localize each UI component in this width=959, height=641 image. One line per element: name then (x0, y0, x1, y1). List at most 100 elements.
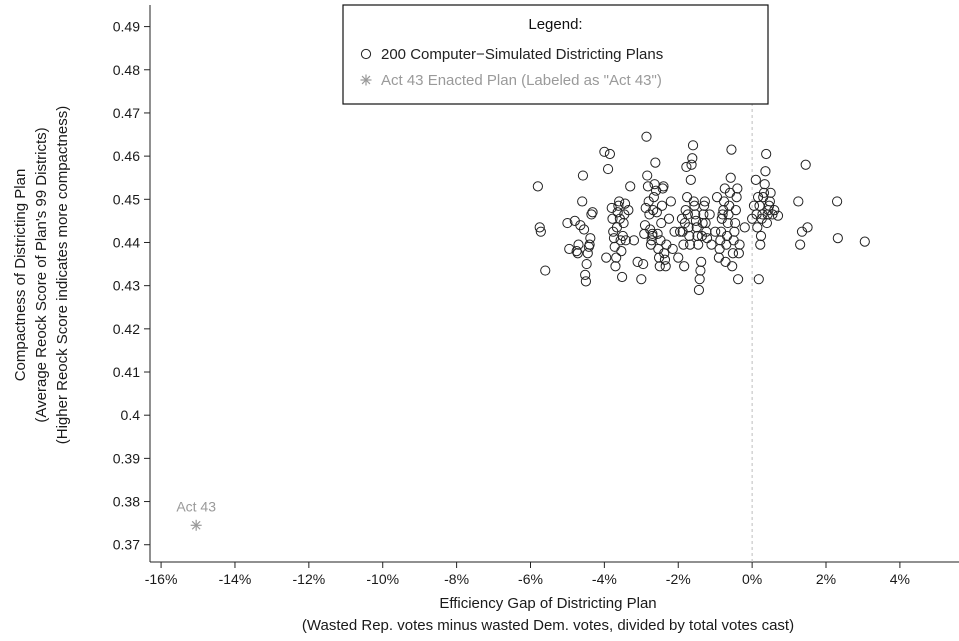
axes: 0.37 0.38 0.39 0.4 0.41 0.42 0.43 0.44 0.45 0.46 0… (113, 5, 959, 587)
x-axis-subtitle: (Wasted Rep. votes minus wasted Dem. vot… (302, 617, 794, 634)
simulated-plan-point (587, 207, 598, 218)
simulated-plan-point (759, 179, 770, 190)
x-tick-label: 2% (816, 571, 836, 587)
data-points: Act 43 (176, 131, 870, 531)
simulated-plan-point (755, 230, 767, 242)
x-tick-label: -4% (592, 571, 617, 587)
simulated-plan-point (699, 200, 710, 211)
simulated-plan-point (647, 230, 658, 242)
legend-box (342, 4, 769, 105)
simulated-plan-point (732, 274, 744, 285)
simulated-plan-point (704, 209, 715, 220)
simulated-plan-point (578, 224, 590, 235)
simulated-plan-point (726, 144, 737, 155)
simulated-plan-point (764, 196, 775, 207)
simulated-plan-point (760, 166, 771, 177)
simulated-plan-point (722, 217, 733, 229)
simulated-plan-point (601, 252, 612, 263)
simulated-plan-point (859, 236, 870, 247)
simulated-plan-point (772, 210, 784, 221)
simulated-plan-point (535, 226, 546, 237)
simulated-plan-point (727, 248, 739, 259)
simulated-plan-point (620, 235, 631, 246)
simulated-plan-point (734, 239, 745, 250)
y-axis-title-line-3: (Higher Reock Score indicates more compa… (54, 106, 71, 444)
simulated-plan-point (729, 226, 740, 237)
simulated-plan-point (619, 198, 631, 209)
simulated-plan-point (730, 217, 741, 229)
x-tick-label: 0% (742, 571, 762, 587)
simulated-plan-point (731, 192, 742, 203)
simulated-plan-point (832, 233, 843, 244)
simulated-plan-point (577, 196, 588, 207)
act43-point (190, 519, 202, 531)
y-tick-label: 0.42 (113, 321, 140, 337)
simulated-plan-point (674, 226, 686, 237)
legend-circle-marker (360, 48, 372, 60)
y-tick-label: 0.47 (113, 105, 140, 121)
simulated-plan-point (700, 217, 711, 229)
simulated-plan-point (665, 196, 676, 207)
simulated-plan-point (769, 204, 780, 216)
simulated-plan-point (573, 239, 584, 250)
simulated-plan-point (711, 192, 723, 203)
simulated-plan-point (699, 196, 710, 207)
simulated-plan-point (612, 207, 623, 218)
simulated-plan-point (727, 261, 738, 272)
simulated-plan-point (767, 209, 778, 220)
y-axis-title-line-1: Compactness of Districting Plan (12, 169, 29, 382)
simulated-plan-point (755, 239, 766, 250)
simulated-plan-point (663, 213, 675, 224)
simulated-plan-point (683, 222, 694, 233)
simulated-plan-point (562, 217, 573, 229)
simulated-plan-point (692, 230, 703, 242)
x-tick-label: -2% (666, 571, 691, 587)
legend-title: Legend: (528, 16, 582, 33)
simulated-plan-point (625, 181, 636, 192)
simulated-plan-point (642, 170, 653, 181)
simulated-plan-point (638, 258, 649, 270)
simulated-plan-point (752, 222, 763, 233)
simulated-plan-point (725, 172, 736, 183)
simulated-plan-point (800, 159, 811, 170)
simulated-plan-point (654, 261, 665, 272)
simulated-plan-point (687, 140, 699, 151)
simulated-plan-point (628, 235, 640, 246)
simulated-plan-point (748, 200, 760, 211)
simulated-plan-point (623, 204, 634, 216)
simulated-plan-point (684, 239, 696, 250)
simulated-plan-point (733, 248, 744, 259)
simulated-plan-point (732, 183, 743, 194)
y-tick-label: 0.45 (113, 191, 140, 207)
simulated-plan-point (687, 153, 698, 164)
simulated-plan-point (678, 239, 689, 250)
simulated-plan-point (613, 200, 624, 211)
simulated-plan-point (681, 161, 692, 173)
simulated-plan-point (571, 246, 582, 257)
simulated-plan-point (641, 131, 652, 142)
simulated-plan-point (696, 256, 707, 268)
simulated-plan-point (656, 217, 667, 229)
x-tick-label: 4% (890, 571, 910, 587)
simulated-plan-point (690, 209, 701, 220)
y-tick-label: 0.44 (113, 234, 140, 250)
simulated-plan-point (585, 233, 596, 244)
simulated-plan-point (761, 148, 772, 160)
y-tick-label: 0.48 (113, 62, 140, 78)
y-tick-label: 0.4 (121, 407, 141, 423)
simulated-plan-point (688, 196, 699, 207)
simulated-plan-point (761, 217, 773, 229)
legend: Legend: 200 Computer−Simulated Districtin… (342, 4, 769, 105)
simulated-plan-point (584, 239, 595, 250)
simulated-plan-point (577, 170, 589, 181)
simulated-plan-point (693, 239, 704, 250)
x-tick-label: -6% (518, 571, 543, 587)
simulated-plan-point (758, 187, 770, 198)
legend-entry-simulated: 200 Computer−Simulated Districting Plans (381, 46, 663, 63)
simulated-plan-point (532, 181, 543, 192)
simulated-plan-point (710, 226, 721, 237)
simulated-plan-point (611, 252, 622, 263)
simulated-plan-point (693, 284, 705, 296)
simulated-plan-point (610, 261, 621, 272)
